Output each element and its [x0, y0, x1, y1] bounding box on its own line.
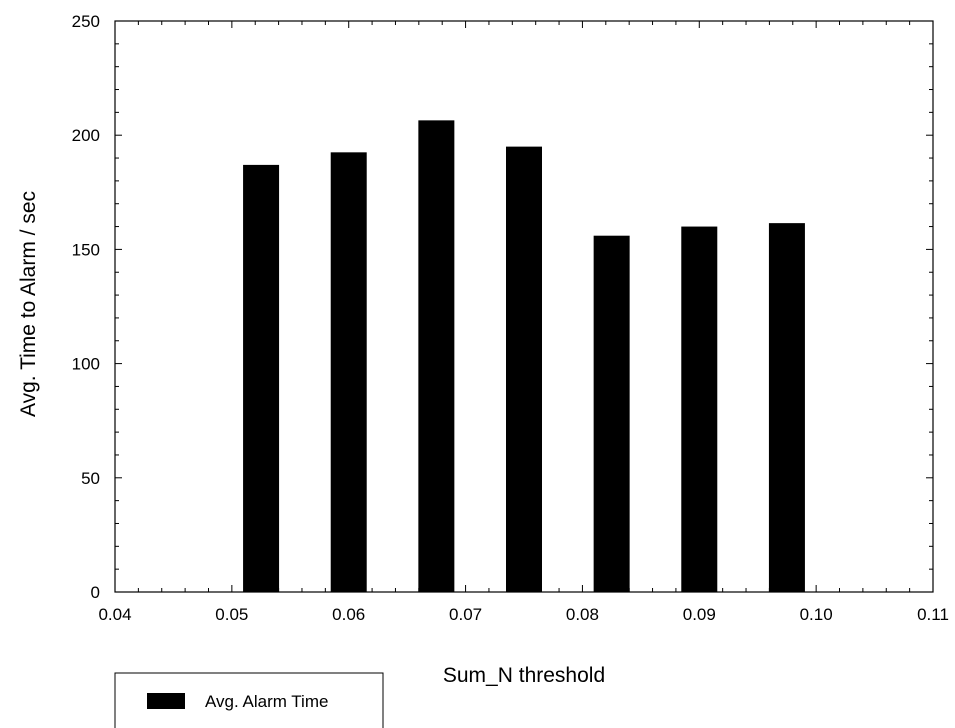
y-tick-label: 200 [72, 126, 100, 145]
bar [593, 235, 630, 593]
y-tick-labels: 0 50 100 150 200 250 [72, 12, 100, 602]
x-tick-label: 0.09 [683, 605, 716, 624]
x-tick-label: 0.07 [449, 605, 482, 624]
legend-swatch [147, 693, 185, 709]
bars-group [243, 120, 805, 593]
x-tick-labels: 0.04 0.05 0.06 0.07 0.08 0.09 0.10 0.11 [98, 605, 948, 624]
x-tick-label: 0.04 [98, 605, 131, 624]
bar [418, 120, 455, 592]
x-tick-label: 0.11 [917, 605, 949, 624]
bar [243, 164, 280, 592]
x-tick-label: 0.05 [215, 605, 248, 624]
y-tick-label: 250 [72, 12, 100, 31]
y-axis-title: Avg. Time to Alarm / sec [17, 191, 40, 417]
y-tick-label: 150 [72, 240, 100, 259]
x-axis-title: Sum_N threshold [443, 664, 605, 687]
bar [681, 226, 718, 592]
y-tick-label: 50 [81, 469, 100, 488]
x-tick-label: 0.10 [800, 605, 833, 624]
x-tick-label: 0.08 [566, 605, 599, 624]
axis-ticks [114, 20, 934, 593]
y-tick-label: 0 [91, 583, 100, 602]
bar [768, 223, 805, 592]
bar [506, 146, 542, 592]
x-tick-label: 0.06 [332, 605, 365, 624]
y-tick-label: 100 [72, 355, 100, 374]
legend: Avg. Alarm Time [114, 672, 384, 728]
plot-frame [114, 20, 934, 593]
bar [330, 152, 367, 592]
legend-label: Avg. Alarm Time [205, 692, 328, 711]
